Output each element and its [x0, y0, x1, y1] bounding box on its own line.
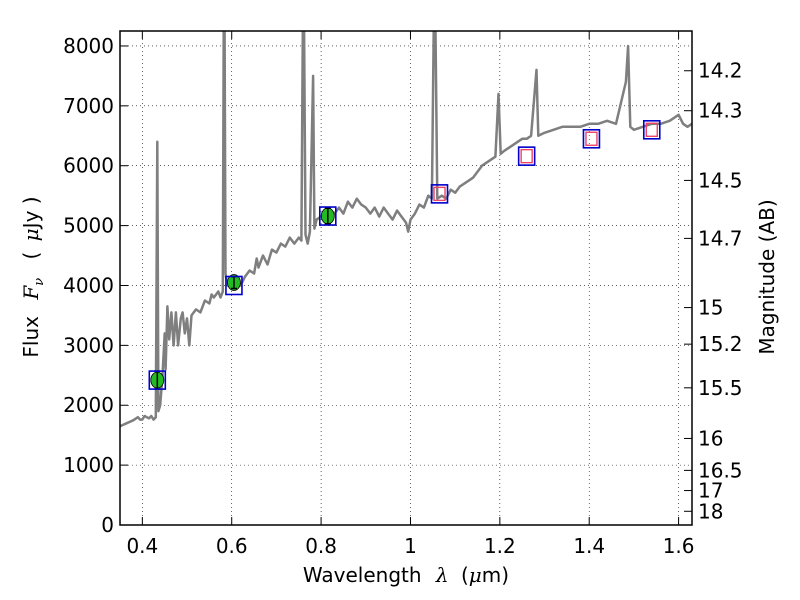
- model-box: [430, 184, 449, 204]
- nir-measurement-box: [585, 131, 598, 146]
- spectrum-series: [120, 31, 692, 428]
- y-tick-label: 0: [101, 513, 114, 537]
- y-axis-label: Flux Fν ( μJy ): [19, 196, 48, 357]
- nir-measurement-box: [433, 186, 446, 202]
- x-tick-label: 0.4: [126, 534, 158, 558]
- x-tick-label: 0.6: [216, 534, 248, 558]
- x-tick-label: 1.6: [663, 534, 695, 558]
- spectrum-line: [120, 31, 692, 428]
- y2-tick-label: 17: [698, 479, 723, 503]
- model-box-series: [148, 120, 661, 390]
- y2-tick-label: 15.5: [698, 376, 743, 400]
- photometry-series: [150, 207, 335, 390]
- y-tick-label: 4000: [63, 273, 114, 297]
- model-box: [582, 128, 601, 149]
- y-tick-label: 7000: [63, 94, 114, 118]
- nir-measurement-box: [645, 122, 658, 138]
- model-box: [642, 120, 661, 140]
- y2-tick-label: 14.7: [698, 226, 743, 250]
- y2-tick-label: 14.2: [698, 59, 743, 83]
- plot-frame: [119, 30, 693, 526]
- y2-tick-label: 18: [698, 499, 723, 523]
- y2-tick-label: 14.5: [698, 168, 743, 192]
- grid-lines: [120, 31, 692, 525]
- y-tick-label: 2000: [63, 393, 114, 417]
- y2-tick-label: 15.2: [698, 332, 743, 356]
- y-tick-label: 5000: [63, 214, 114, 238]
- x-tick-label: 1: [404, 534, 417, 558]
- y2-tick-label: 15: [698, 296, 723, 320]
- model-box: [148, 370, 167, 390]
- model-box: [225, 275, 243, 296]
- model-box: [318, 206, 337, 226]
- y2-axis-label: Magnitude (AB): [755, 199, 779, 354]
- y-tick-label: 3000: [63, 333, 114, 357]
- model-box: [517, 146, 536, 166]
- x-tick-label: 1.4: [573, 534, 605, 558]
- x-axis-label: Wavelength λ (μm): [303, 563, 509, 587]
- y-tick-label: 8000: [63, 34, 114, 58]
- x-tick-label: 0.8: [305, 534, 337, 558]
- y2-tick-label: 16.5: [698, 458, 743, 482]
- nir-measurement-box: [520, 148, 533, 164]
- y-tick-label: 6000: [63, 154, 114, 178]
- axis-ticks: 0.4 0.6 0.8 1 1.2 1.4 1.6 0 1000 2000 3000 4000 5000…: [63, 31, 743, 558]
- y-tick-label: 1000: [63, 453, 114, 477]
- y2-tick-label: 14.3: [698, 99, 743, 123]
- y2-tick-label: 16: [698, 426, 723, 450]
- x-tick-label: 1.2: [484, 534, 516, 558]
